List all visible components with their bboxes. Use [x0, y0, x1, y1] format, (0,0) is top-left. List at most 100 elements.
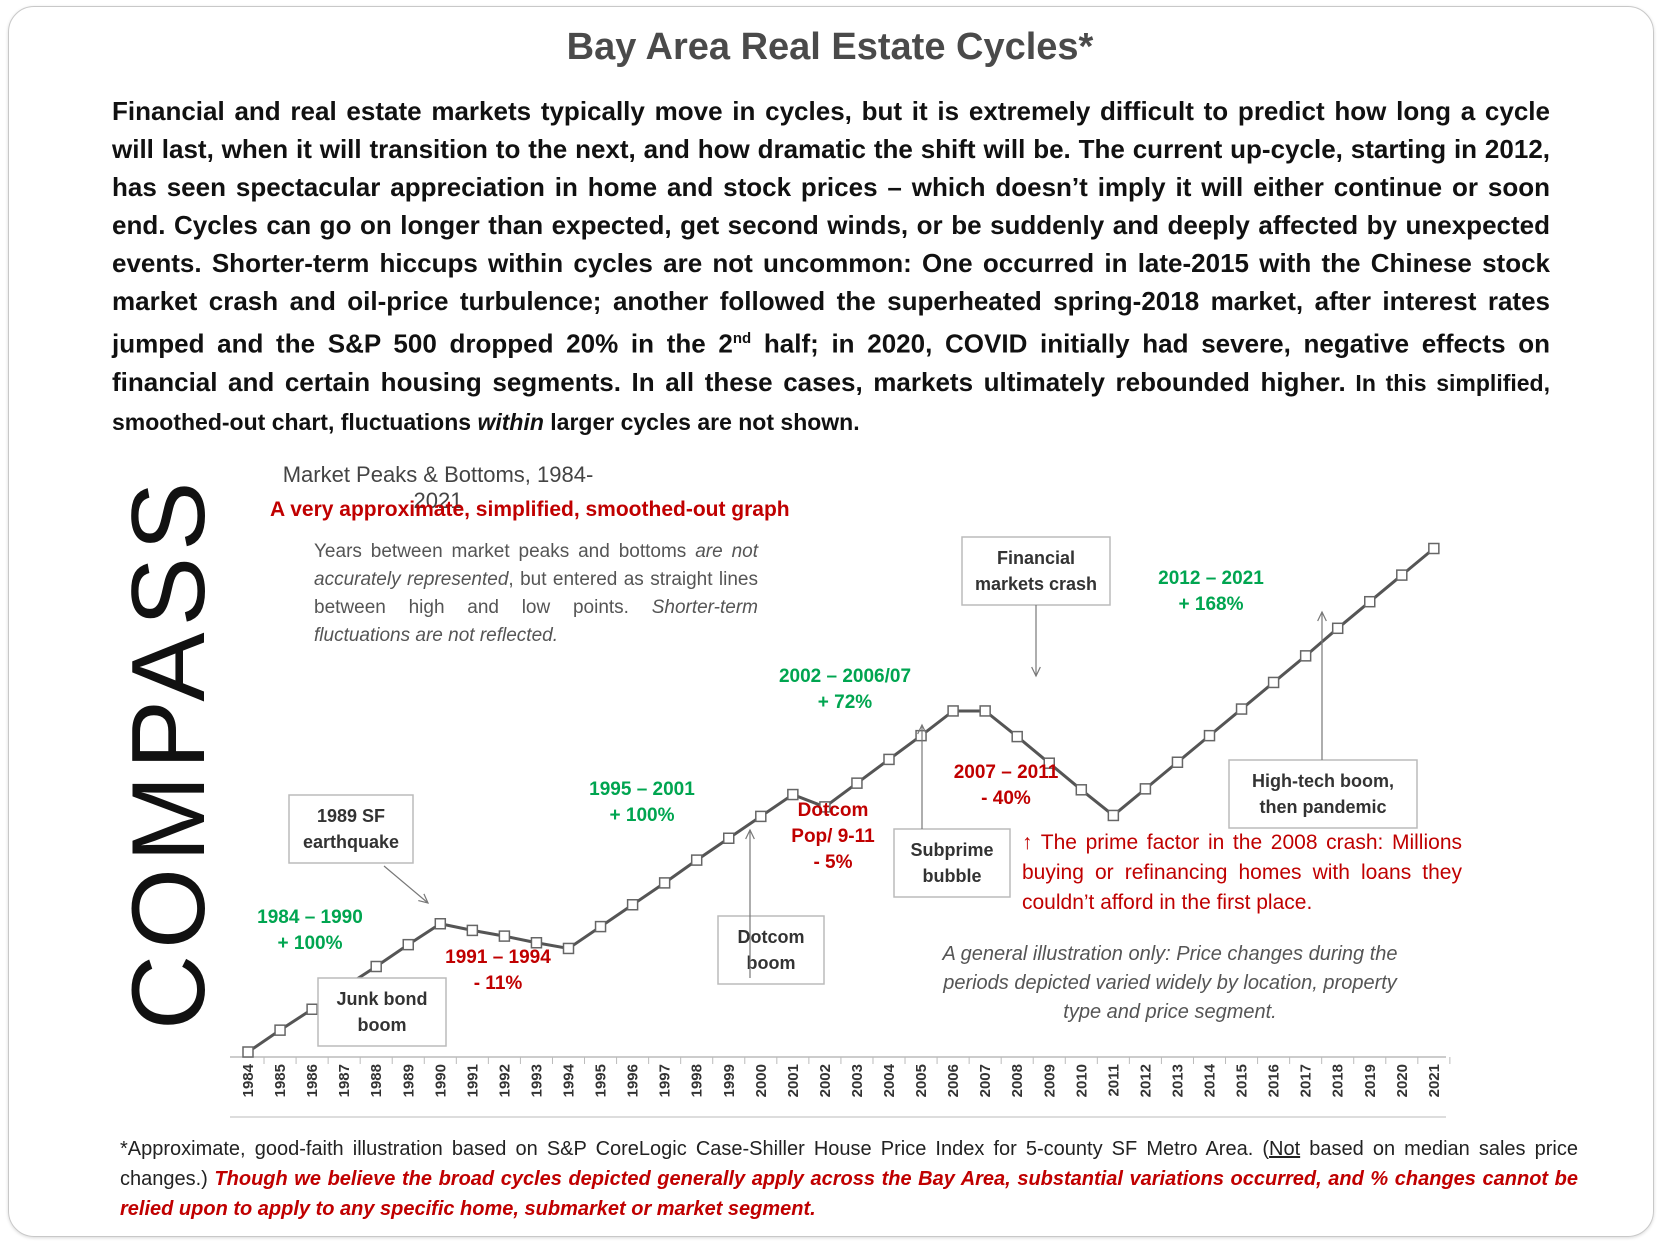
chart-subtitle: A very approximate, simplified, smoothed…	[270, 498, 790, 521]
x-tick-label: 2011	[1105, 1064, 1122, 1097]
event-box	[317, 977, 447, 1047]
x-tick-label: 1984	[240, 1063, 257, 1097]
x-tick-label: 1996	[625, 1064, 642, 1097]
cycle-label: Dotcom	[798, 800, 869, 821]
footnote-a: *Approximate, good-faith illustration ba…	[120, 1138, 1270, 1160]
x-tick-label: 1989	[400, 1064, 417, 1097]
event-label: Junk bond	[337, 989, 428, 1009]
slide-frame	[8, 6, 1654, 1237]
footnote-red: Though we believe the broad cycles depic…	[120, 1168, 1578, 1220]
intro-text-3-em: within	[477, 408, 544, 435]
intro-text-3b: larger cycles are not shown.	[543, 408, 860, 435]
x-tick-label: 1998	[689, 1064, 706, 1097]
cycle-label: + 72%	[818, 692, 873, 713]
data-point	[1011, 730, 1023, 743]
series-points	[242, 542, 1440, 1058]
event-label: High-tech boom,	[1252, 771, 1394, 791]
arrow-head	[1031, 666, 1041, 678]
method-note: Years between market peaks and bottoms a…	[314, 538, 758, 650]
data-point	[787, 788, 799, 801]
data-point	[1267, 676, 1280, 689]
x-tick-label: 1995	[593, 1064, 610, 1097]
data-point	[819, 801, 831, 813]
x-tick-label: 1987	[336, 1064, 353, 1097]
data-point	[434, 918, 447, 930]
chart-title: Market Peaks & Bottoms, 1984-2021	[282, 462, 594, 513]
data-point	[1107, 809, 1120, 822]
cycle-label: - 5%	[813, 852, 852, 873]
x-tick-label: 1999	[721, 1064, 738, 1097]
x-tick-label: 1986	[304, 1064, 321, 1097]
cycle-label: 2007 – 2011	[954, 762, 1059, 783]
x-tick-label: 2003	[849, 1064, 866, 1097]
cycle-label: + 168%	[1179, 594, 1244, 615]
x-tick-label: 1990	[432, 1064, 449, 1097]
data-point	[402, 938, 414, 951]
method-em2: Shorter-term fluctuations are not reflec…	[314, 597, 758, 646]
x-tick-label: 2007	[977, 1064, 994, 1097]
intro-superscript: nd	[732, 330, 752, 347]
event-label: then pandemic	[1259, 797, 1386, 817]
data-point	[1171, 756, 1184, 768]
event-label: boom	[747, 953, 796, 973]
data-point	[947, 705, 959, 717]
data-point	[466, 924, 479, 937]
intro-text-2: half; in 2020, COVID initially had sever…	[112, 328, 1550, 397]
event-label: Subprime	[910, 840, 993, 860]
x-tick-label: 2016	[1266, 1064, 1283, 1097]
data-point	[658, 877, 671, 889]
x-tick-label: 2013	[1169, 1064, 1186, 1097]
footnote-b: based on median sales price changes.)	[120, 1138, 1578, 1190]
data-point	[1203, 729, 1216, 742]
cycle-label: 2012 – 2021	[1158, 568, 1264, 589]
data-point	[755, 810, 767, 823]
event-label: Financial	[997, 548, 1075, 568]
cycle-label: 2002 – 2006/07	[779, 666, 911, 687]
event-box	[1228, 759, 1418, 829]
intro-paragraph: Financial and real estate markets typica…	[112, 92, 1550, 441]
data-point	[1428, 542, 1440, 555]
event-box	[961, 536, 1111, 606]
data-point	[530, 937, 543, 949]
cycle-label: + 100%	[278, 933, 343, 954]
x-tick-label: 2001	[785, 1064, 802, 1097]
data-point	[1364, 595, 1376, 608]
x-tick-label: 2014	[1202, 1063, 1219, 1097]
data-point	[1075, 784, 1088, 796]
cycle-label: - 40%	[981, 788, 1031, 809]
intro-text-3: In this simplified, smoothed-out chart, …	[112, 370, 1550, 435]
event-label: earthquake	[303, 832, 399, 852]
data-point	[562, 942, 575, 955]
method-b: , but entered as straight lines between …	[314, 569, 758, 618]
event-boxes: 1989 SF earthquake Junk bond boom Dotcom boom…	[288, 536, 1418, 1047]
x-tick-label: 2017	[1298, 1064, 1315, 1097]
cycle-label: - 11%	[474, 973, 523, 994]
data-point	[690, 854, 703, 866]
x-tick-label: 1991	[464, 1064, 481, 1097]
x-tick-label: 2005	[913, 1064, 930, 1097]
event-arrow	[383, 865, 429, 904]
x-tick-label: 1997	[657, 1064, 674, 1097]
data-point	[594, 920, 607, 933]
cycle-labels: 1984 – 1990 + 100% 1991 – 1994 - 11% 1995 – …	[257, 568, 1264, 994]
cycle-label: 1995 – 2001	[589, 779, 695, 800]
data-point	[1139, 783, 1152, 795]
x-axis: 1984 1985 1986 1987 1988 1989 1990 1991 1992 1993…	[230, 1056, 1451, 1118]
data-point	[1396, 569, 1408, 581]
x-tick-label: 1993	[528, 1064, 545, 1097]
data-point	[306, 1003, 318, 1015]
intro-text-1: Financial and real estate markets typica…	[112, 96, 1550, 359]
x-tick-label: 2018	[1330, 1064, 1347, 1097]
method-em1: are not accurately represented	[314, 541, 758, 590]
arrow-head	[745, 828, 755, 840]
arrow-head	[1317, 610, 1327, 622]
general-illustration-note: A general illustration only: Price chang…	[942, 943, 1398, 1023]
event-label: boom	[358, 1015, 407, 1035]
x-tick-label: 2000	[753, 1064, 770, 1097]
data-point	[498, 930, 511, 942]
x-tick-label: 2002	[817, 1064, 834, 1097]
data-point	[1235, 703, 1248, 715]
footnote: *Approximate, good-faith illustration ba…	[120, 1134, 1578, 1224]
x-tick-label: 2012	[1137, 1064, 1154, 1097]
